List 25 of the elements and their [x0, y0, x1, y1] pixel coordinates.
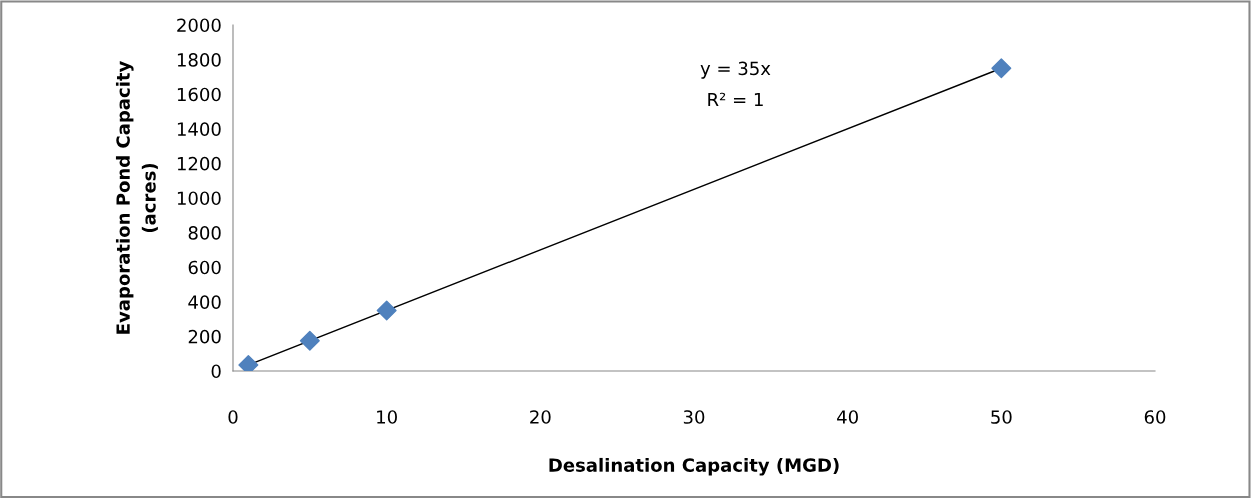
y-tick-label: 400 — [188, 295, 221, 309]
x-tick-label: 40 — [837, 410, 858, 424]
annotation: R² = 1 — [708, 92, 763, 107]
x-tick-label: 10 — [377, 410, 397, 424]
y-tick-label: 1800 — [177, 53, 221, 67]
y-tick-label: 2000 — [177, 18, 221, 33]
y-axis-title: Evaporation Pond Capacity (acres) — [115, 61, 158, 334]
point — [376, 300, 397, 321]
x-tick-label: 50 — [991, 410, 1012, 424]
x-tick-label: 30 — [683, 410, 705, 424]
y-tick-label: 1400 — [177, 122, 221, 136]
annotation: y = 35x — [700, 61, 771, 79]
y-tick-label: 1000 — [177, 191, 221, 206]
y-tick-label: 0 — [211, 364, 221, 379]
y-tick-label: 600 — [188, 260, 221, 275]
x-tick-label: 60 — [1144, 410, 1166, 424]
x-axis-title: Desalination Capacity (MGD) — [549, 457, 839, 476]
point — [991, 58, 1012, 79]
y-tick-label: 800 — [188, 226, 221, 240]
x-tick-label: 0 — [228, 410, 238, 424]
y-tick-label: 200 — [188, 329, 221, 344]
y-tick-label: 1600 — [177, 87, 221, 102]
point — [299, 330, 320, 351]
y-tick-label: 1200 — [177, 156, 221, 171]
x-tick-label: 20 — [530, 410, 551, 424]
